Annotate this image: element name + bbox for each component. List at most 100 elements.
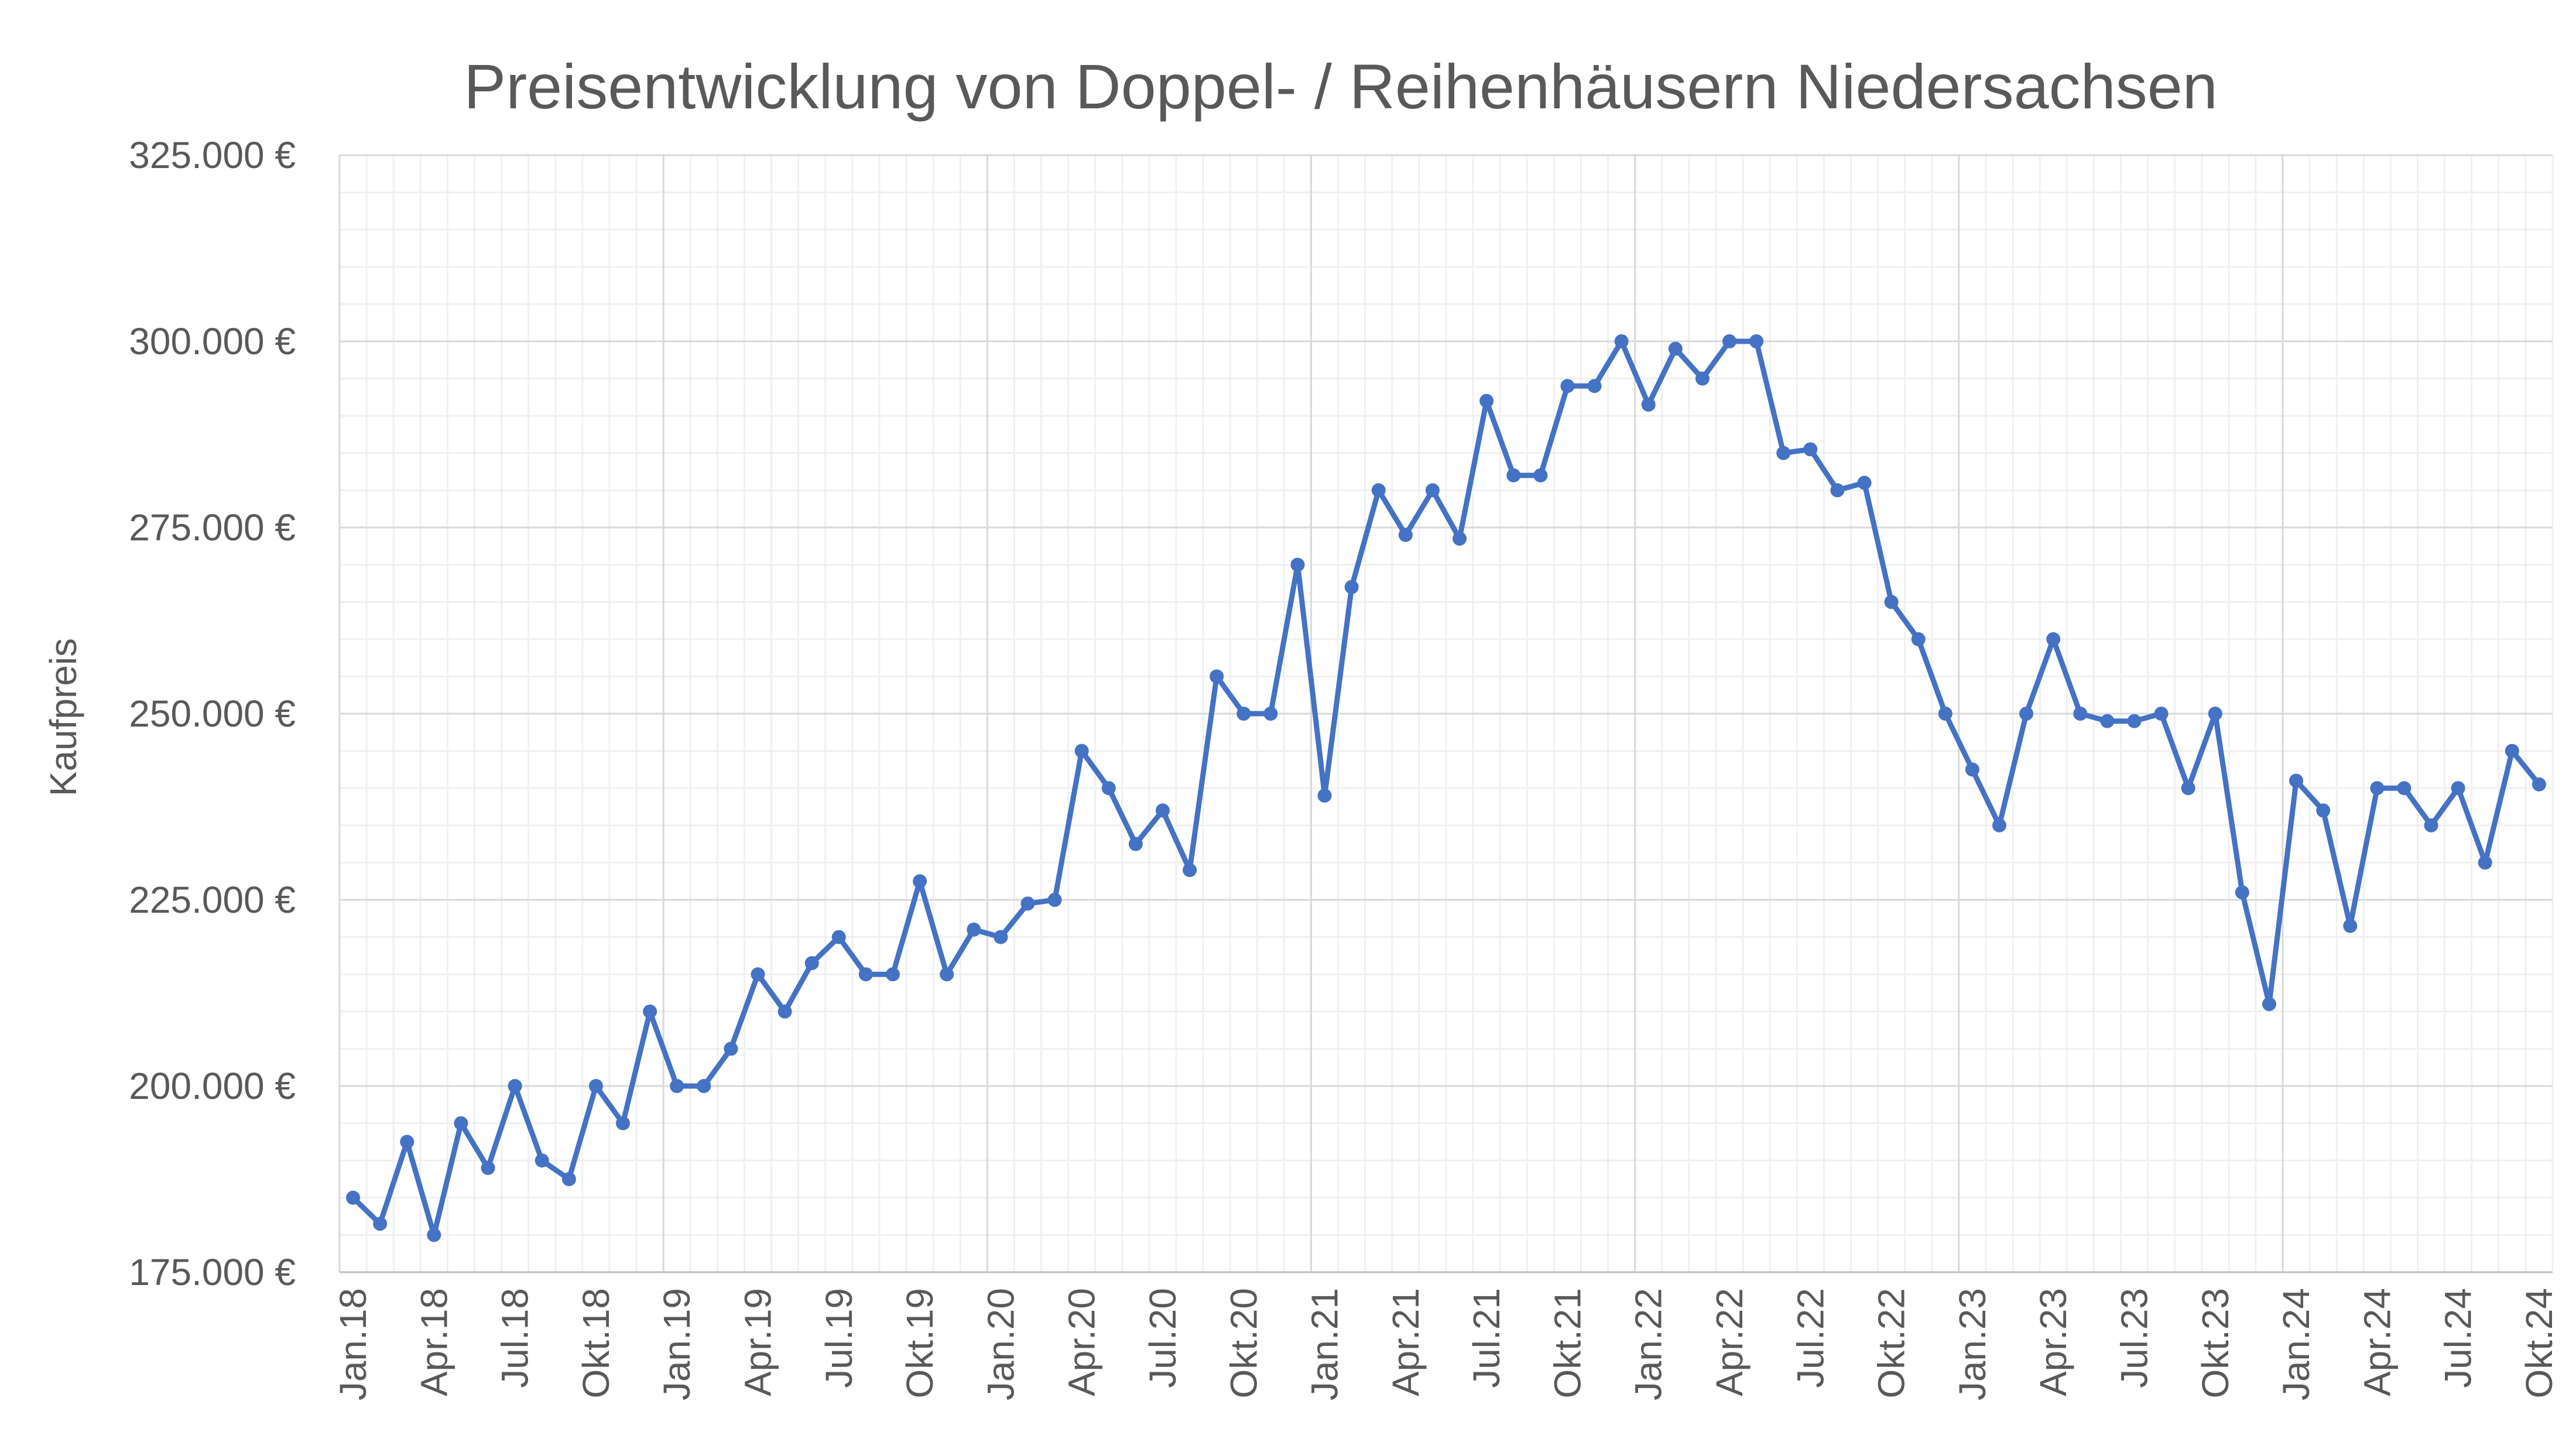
y-tick-label: 175.000 € [129,1251,296,1293]
x-tick-label: Apr.22 [1708,1288,1751,1396]
data-point [2505,744,2519,758]
x-tick-label: Jul.18 [494,1288,536,1388]
data-point [1317,788,1332,803]
y-axis-label: Kaufpreis [42,638,84,796]
data-point [1290,557,1305,572]
x-tick-label: Jan.24 [2275,1288,2317,1400]
data-point [1047,893,1062,907]
y-tick-label: 325.000 € [129,134,296,176]
data-point [1938,707,1952,721]
data-point [1830,483,1845,498]
y-tick-label: 300.000 € [129,320,296,362]
data-point [1344,580,1359,594]
data-point [2154,707,2169,721]
gridlines [338,154,2554,1273]
data-point [2100,714,2115,728]
x-tick-label: Jul.24 [2437,1288,2479,1388]
data-point [858,967,873,982]
x-tick-label: Apr.21 [1385,1288,1427,1396]
data-point [1911,632,1926,646]
data-point [1236,707,1251,721]
data-point [831,930,846,944]
x-tick-label: Apr.20 [1061,1288,1103,1396]
x-tick-label: Okt.22 [1871,1288,1913,1399]
data-point [2370,781,2385,796]
x-tick-label: Okt.24 [2518,1288,2560,1399]
x-tick-label: Apr.23 [2032,1288,2074,1396]
data-point [1183,863,1197,878]
data-point [1398,527,1413,542]
data-point [1695,371,1710,386]
data-point [427,1228,441,1242]
data-point [2343,919,2358,933]
x-tick-label: Okt.19 [899,1288,941,1399]
data-point [588,1079,603,1093]
data-point [2073,707,2088,721]
x-tick-label: Jan.20 [979,1288,1022,1400]
data-point [561,1172,576,1186]
data-point [804,956,819,971]
chart-title: Preisentwicklung von Doppel- / Reihenhäu… [464,51,2218,122]
data-point [2127,714,2142,728]
data-point [481,1160,495,1175]
x-tick-label: Apr.19 [737,1288,779,1396]
data-point [1857,475,1872,490]
data-point [1614,334,1629,348]
data-point [2181,781,2195,796]
plot-area [346,334,2546,1242]
data-point [886,967,900,982]
data-point [346,1190,361,1205]
data-point [1992,818,2006,833]
data-point [643,1004,657,1019]
x-tick-label: Jul.22 [1789,1288,1831,1388]
y-tick-label: 250.000 € [129,693,296,735]
data-point [1479,393,1494,408]
data-point [1425,483,1440,498]
data-point [1155,803,1170,818]
data-point [1506,468,1521,482]
x-axis-ticks: Jan.18 Apr.18 Jul.18 Okt.18 Jan.19 Apr.19 Jul.… [332,1288,2560,1400]
y-axis-ticks: 325.000 € 300.000 € 275.000 € 250.000 € 225.… [129,134,296,1293]
data-point [2208,707,2222,721]
data-point [1020,896,1035,911]
x-tick-label: Okt.21 [1546,1288,1588,1399]
data-point [508,1079,522,1093]
data-point [454,1116,468,1131]
data-point [2289,773,2304,788]
data-point [1587,379,1602,393]
data-point [2316,803,2331,818]
data-point [777,1004,792,1019]
data-point [616,1116,631,1131]
data-point [940,967,954,982]
data-point [2262,997,2276,1012]
data-point [1668,341,1683,356]
x-tick-label: Apr.24 [2356,1288,2398,1396]
data-point [400,1135,415,1149]
data-point [967,922,981,937]
data-point [1884,595,1899,609]
x-tick-label: Jan.21 [1304,1288,1346,1400]
data-point [1749,334,1764,348]
x-tick-label: Okt.18 [575,1288,617,1399]
data-point [697,1079,711,1093]
data-point [1965,762,1979,777]
data-point [2397,781,2411,796]
data-point [2451,781,2465,796]
data-point [1371,483,1386,498]
x-tick-label: Apr.18 [413,1288,455,1396]
data-point [1210,669,1224,684]
data-point [670,1079,684,1093]
data-point [1074,744,1089,758]
data-point [1776,446,1791,460]
data-point [2046,632,2061,646]
data-point [1722,334,1737,348]
data-point [2532,777,2546,792]
x-tick-label: Jul.21 [1465,1288,1508,1388]
data-point [1453,532,1467,546]
data-point [2424,818,2438,833]
data-point [751,967,765,982]
data-point [1533,468,1548,482]
x-tick-label: Jan.23 [1951,1288,1993,1400]
x-tick-label: Jul.23 [2113,1288,2155,1388]
